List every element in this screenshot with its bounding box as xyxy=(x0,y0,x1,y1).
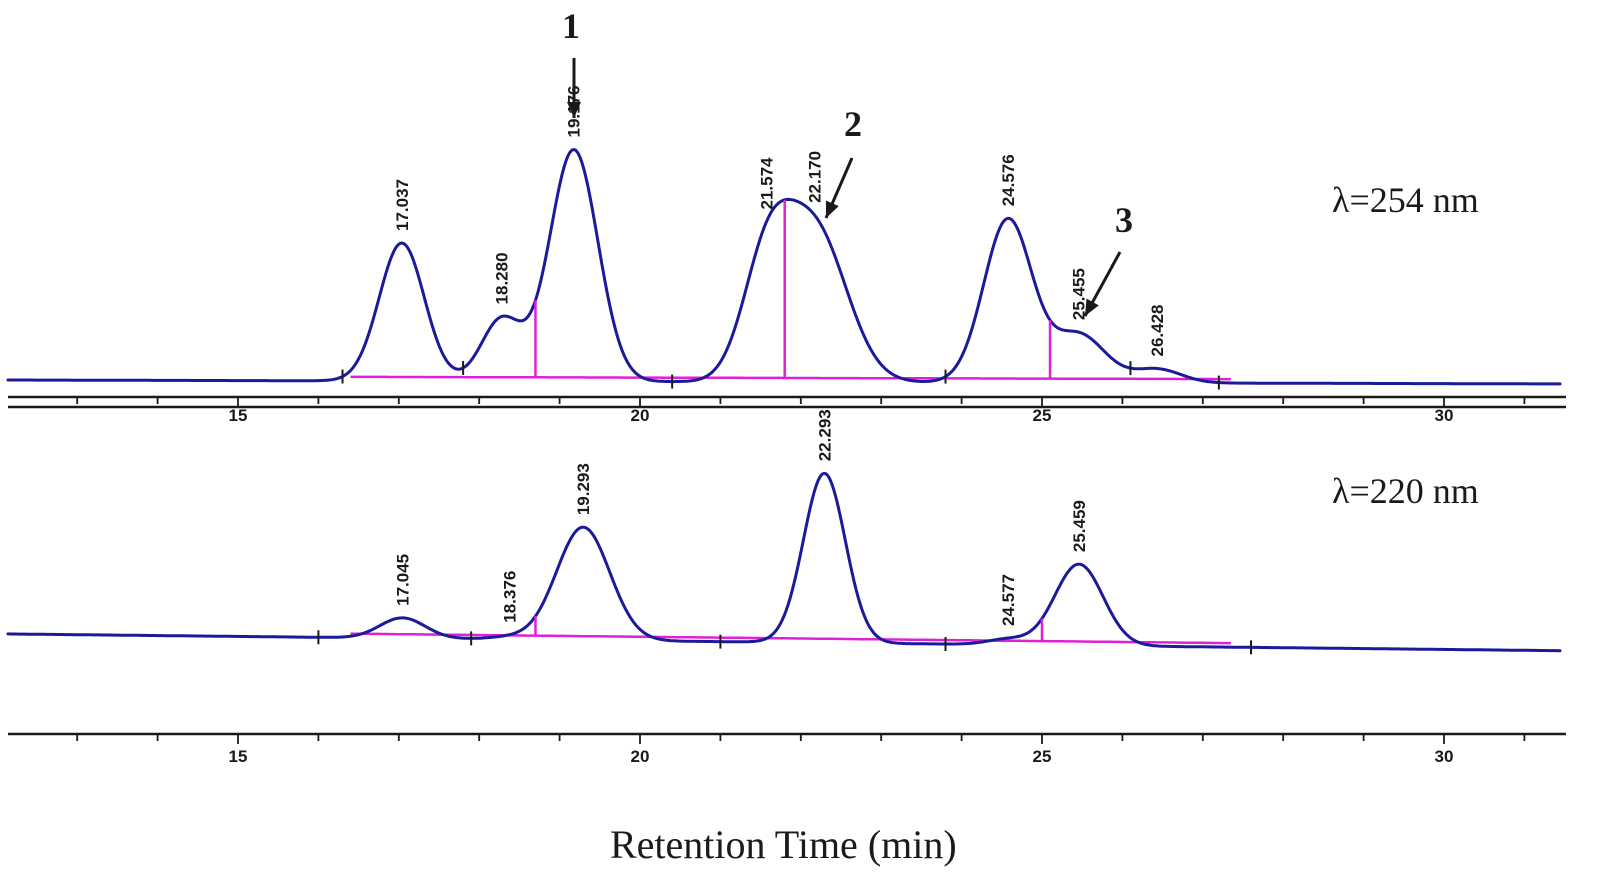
x-tick-label: 15 xyxy=(229,406,248,425)
peak-annotation-number: 2 xyxy=(844,104,862,144)
panel-220nm: 17.045 18.376 19.293 22.293 24.577 25.459 15 20… xyxy=(6,409,1566,766)
peak-label: 24.577 xyxy=(999,574,1018,626)
peak-label: 25.459 xyxy=(1070,500,1089,552)
peak-label: 25.455 xyxy=(1070,268,1089,320)
peak-label: 18.280 xyxy=(493,252,512,304)
x-tick-label: 30 xyxy=(1435,406,1454,425)
peak-label: 26.428 xyxy=(1148,304,1167,356)
annotation-arrowhead xyxy=(825,200,839,218)
peak-label: 17.037 xyxy=(393,179,412,231)
x-tick-label: 20 xyxy=(631,747,650,766)
wavelength-label-254: λ=254 nm xyxy=(1332,180,1479,220)
peak-annotation-number: 1 xyxy=(562,6,580,46)
annotation-arrowhead xyxy=(567,102,581,118)
peak-label: 18.376 xyxy=(500,571,519,623)
integration-baseline xyxy=(350,375,1231,381)
x-tick-label: 25 xyxy=(1033,747,1052,766)
peak-label: 17.045 xyxy=(393,554,412,606)
panel-254nm: 17.03718.28019.17621.57422.17024.57625.4… xyxy=(6,6,1566,425)
peak-label: 22.293 xyxy=(815,409,834,461)
integration-baseline xyxy=(350,632,1231,645)
wavelength-label-220: λ=220 nm xyxy=(1332,471,1479,511)
peak-label: 22.170 xyxy=(805,151,824,203)
peak-annotation-number: 3 xyxy=(1115,200,1133,240)
signal-trace xyxy=(6,471,1562,653)
peak-label: 24.576 xyxy=(999,154,1018,206)
annotation-arrowhead xyxy=(1085,298,1099,316)
peak-label: 19.293 xyxy=(574,463,593,515)
x-tick-label: 20 xyxy=(631,406,650,425)
x-tick-label: 30 xyxy=(1435,747,1454,766)
x-axis-title: Retention Time (min) xyxy=(610,822,957,867)
peak-label: 21.574 xyxy=(758,157,777,210)
x-tick-label: 25 xyxy=(1033,406,1052,425)
x-tick-label: 15 xyxy=(229,747,248,766)
